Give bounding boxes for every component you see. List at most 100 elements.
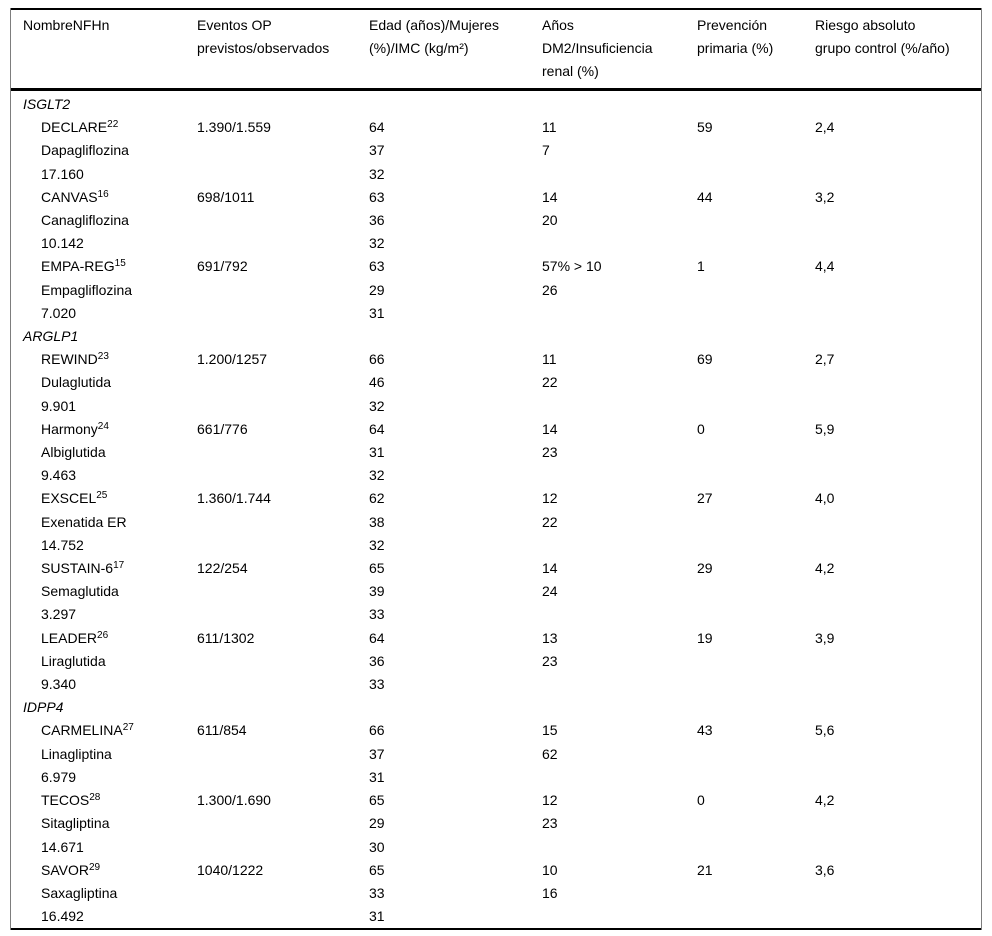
empty-cell bbox=[697, 302, 815, 325]
col-header-edad-mujeres-imc: Edad (años)/Mujeres (%)/IMC (kg/m²) bbox=[369, 8, 542, 91]
empty-cell bbox=[815, 882, 981, 905]
sample-size-cell: 9.340 bbox=[41, 676, 77, 693]
empty-cell bbox=[197, 511, 369, 534]
drug-name-cell: Linagliptina bbox=[41, 745, 112, 762]
empty-cell bbox=[815, 511, 981, 534]
trial-row-line1: EMPA-REG15 691/792 63 57% > 10 1 4,4 bbox=[11, 255, 981, 278]
empty-cell bbox=[815, 163, 981, 186]
trial-reference-superscript: 23 bbox=[97, 351, 109, 363]
risk-cell: 3,6 bbox=[815, 861, 835, 878]
empty-cell bbox=[197, 766, 369, 789]
empty-cell bbox=[815, 395, 981, 418]
sample-size-cell: 3.297 bbox=[41, 606, 77, 623]
empty-cell bbox=[197, 580, 369, 603]
drug-name-cell: Empagliflozina bbox=[41, 281, 133, 298]
empty-cell bbox=[697, 743, 815, 766]
prevention-cell: 1 bbox=[697, 258, 705, 275]
trial-row-line3: 3.297 33 bbox=[11, 603, 981, 626]
sample-size-cell: 16.492 bbox=[41, 908, 84, 925]
empty-cell bbox=[697, 650, 815, 673]
empty-cell bbox=[697, 232, 815, 255]
empty-cell bbox=[815, 302, 981, 325]
section-row: IDPP4 bbox=[11, 696, 981, 719]
empty-cell bbox=[197, 279, 369, 302]
empty-cell bbox=[197, 673, 369, 696]
col-header-eventos: Eventos OP previstos/observados bbox=[197, 8, 369, 91]
drug-name-cell: Dapagliflozina bbox=[41, 142, 129, 159]
age-cell: 65 bbox=[369, 792, 385, 809]
trial-row-line1: CARMELINA27 611/854 66 15 43 5,6 bbox=[11, 719, 981, 742]
dm2-years-cell: 14 bbox=[542, 560, 558, 577]
empty-cell bbox=[197, 534, 369, 557]
prevention-cell: 29 bbox=[697, 560, 713, 577]
prevention-cell: 19 bbox=[697, 629, 713, 646]
bmi-cell: 32 bbox=[369, 235, 385, 252]
sample-size-cell: 9.901 bbox=[41, 397, 77, 414]
trial-reference-superscript: 22 bbox=[107, 119, 119, 131]
empty-cell bbox=[542, 766, 697, 789]
empty-cell bbox=[197, 441, 369, 464]
trial-row-line3: 6.979 31 bbox=[11, 766, 981, 789]
trial-reference-superscript: 29 bbox=[88, 861, 101, 873]
trial-row-line3: 17.160 32 bbox=[11, 163, 981, 186]
age-cell: 63 bbox=[369, 258, 385, 275]
renal-pct-cell: 22 bbox=[542, 374, 558, 391]
empty-cell bbox=[815, 534, 981, 557]
renal-pct-cell: 23 bbox=[542, 652, 558, 669]
empty-cell bbox=[697, 511, 815, 534]
empty-cell bbox=[197, 139, 369, 162]
empty-cell bbox=[542, 163, 697, 186]
empty-cell bbox=[197, 603, 369, 626]
dm2-years-cell: 12 bbox=[542, 490, 558, 507]
dm2-years-cell: 11 bbox=[542, 351, 557, 368]
trial-row-line1: DECLARE22 1.390/1.559 64 11 59 2,4 bbox=[11, 116, 981, 139]
empty-cell bbox=[697, 882, 815, 905]
drug-name-cell: Semaglutida bbox=[41, 583, 119, 600]
empty-cell bbox=[542, 395, 697, 418]
col-header-nombre: NombreNFHn bbox=[11, 8, 197, 91]
empty-cell bbox=[542, 464, 697, 487]
trial-name-cell: EXSCEL25 bbox=[11, 487, 197, 510]
empty-cell bbox=[197, 464, 369, 487]
sample-size-cell: 9.463 bbox=[41, 467, 77, 484]
trial-row-line3: 14.671 30 bbox=[11, 836, 981, 859]
empty-cell bbox=[697, 766, 815, 789]
dm2-years-cell: 57% > 10 bbox=[542, 258, 602, 275]
header-row: NombreNFHn Eventos OP previstos/observad… bbox=[11, 8, 981, 91]
empty-cell bbox=[697, 139, 815, 162]
empty-cell bbox=[197, 163, 369, 186]
age-cell: 64 bbox=[369, 420, 385, 437]
events-cell: 611/854 bbox=[197, 722, 247, 739]
empty-cell bbox=[542, 232, 697, 255]
risk-cell: 3,2 bbox=[815, 188, 835, 205]
empty-cell bbox=[697, 209, 815, 232]
renal-pct-cell: 23 bbox=[542, 815, 558, 832]
risk-cell: 4,2 bbox=[815, 560, 835, 577]
section-label: ISGLT2 bbox=[23, 96, 71, 112]
empty-cell bbox=[697, 534, 815, 557]
empty-cell bbox=[815, 743, 981, 766]
trial-name-cell: Harmony24 bbox=[11, 418, 197, 441]
empty-cell bbox=[697, 441, 815, 464]
section-label: ARGLP1 bbox=[23, 328, 79, 345]
events-cell: 1040/1222 bbox=[197, 861, 264, 878]
age-cell: 65 bbox=[369, 560, 385, 577]
trial-reference-superscript: 24 bbox=[97, 420, 109, 432]
sample-size-cell: 6.979 bbox=[41, 768, 77, 785]
renal-pct-cell: 7 bbox=[542, 142, 550, 159]
renal-pct-cell: 62 bbox=[542, 745, 558, 762]
empty-cell bbox=[197, 743, 369, 766]
events-cell: 698/1011 bbox=[197, 188, 255, 205]
empty-cell bbox=[815, 371, 981, 394]
trial-name: DECLARE bbox=[41, 119, 108, 136]
trial-row-line3: 9.340 33 bbox=[11, 673, 981, 696]
empty-cell bbox=[815, 812, 981, 835]
trial-reference-superscript: 16 bbox=[97, 188, 109, 200]
empty-cell bbox=[815, 673, 981, 696]
empty-cell bbox=[542, 302, 697, 325]
sample-size-cell: 14.752 bbox=[41, 536, 84, 553]
women-pct-cell: 33 bbox=[369, 884, 385, 901]
clinical-trials-table: NombreNFHn Eventos OP previstos/observad… bbox=[10, 8, 982, 931]
women-pct-cell: 46 bbox=[369, 374, 385, 391]
empty-cell bbox=[815, 580, 981, 603]
